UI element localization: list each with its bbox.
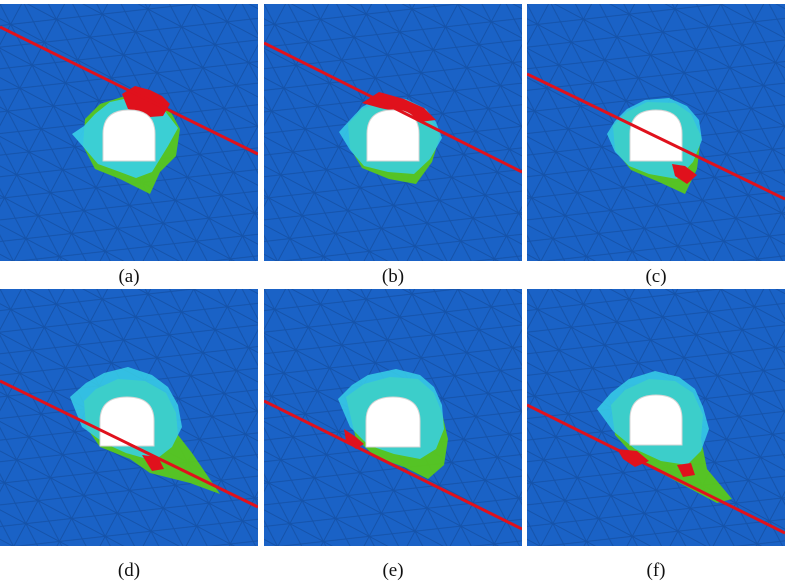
panel-e <box>264 289 522 546</box>
caption-a: (a) <box>118 266 140 287</box>
tunnel-opening <box>629 394 683 446</box>
fault-line <box>264 399 522 531</box>
tunnel-opening <box>99 396 155 447</box>
panel-c-image <box>527 4 785 261</box>
panel-c <box>527 4 785 261</box>
fault-line <box>527 403 785 535</box>
tunnel-opening <box>366 109 420 162</box>
severe-damage-zone <box>672 164 697 184</box>
severe-damage-zone <box>362 92 436 122</box>
fault-line <box>527 72 785 201</box>
caption-b: (b) <box>381 266 405 287</box>
panel-b <box>264 4 522 261</box>
panel-a-image <box>0 4 258 261</box>
panel-f-image <box>527 289 785 546</box>
panel-e-image <box>264 289 522 546</box>
fault-line <box>264 41 522 174</box>
panel-d <box>0 289 258 546</box>
severe-damage-zone <box>344 429 364 449</box>
caption-f: (f) <box>646 560 666 581</box>
fault-line <box>0 379 258 509</box>
caption-d: (d) <box>117 560 141 581</box>
caption-e: (e) <box>382 560 404 581</box>
caption-c: (c) <box>645 266 667 287</box>
panel-d-image <box>0 289 258 546</box>
tunnel-opening <box>365 396 421 448</box>
panel-a <box>0 4 258 261</box>
panel-f <box>527 289 785 546</box>
tunnel-opening <box>102 109 156 162</box>
severe-damage-zone <box>677 463 695 477</box>
panel-b-image <box>264 4 522 261</box>
fault-line <box>0 25 258 156</box>
